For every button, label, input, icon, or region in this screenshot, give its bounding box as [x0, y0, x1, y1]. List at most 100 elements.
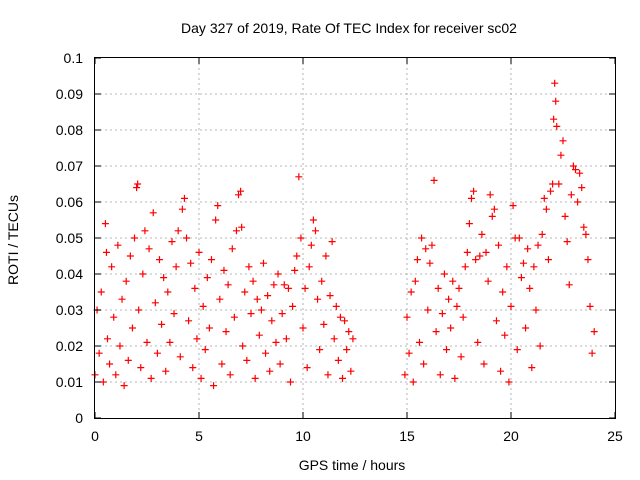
data-point	[293, 252, 301, 260]
y-tick-label: 0.06	[56, 194, 83, 210]
data-point	[166, 338, 174, 346]
data-point	[453, 302, 461, 310]
data-point	[155, 256, 163, 264]
data-point	[459, 313, 467, 321]
data-point	[245, 263, 253, 271]
data-point	[316, 346, 324, 354]
data-point	[170, 310, 178, 318]
data-point	[413, 256, 421, 264]
data-point	[168, 238, 176, 246]
data-point	[178, 205, 186, 213]
data-point	[472, 256, 480, 264]
data-point	[482, 248, 490, 256]
data-point	[176, 353, 184, 361]
data-point	[205, 324, 213, 332]
data-point	[576, 169, 584, 177]
data-point	[239, 342, 247, 350]
data-point	[559, 137, 567, 145]
data-point	[151, 299, 159, 307]
data-point	[199, 302, 207, 310]
data-point	[436, 371, 444, 379]
data-point	[210, 382, 218, 390]
data-point	[405, 349, 413, 357]
data-point	[287, 378, 295, 386]
data-point	[451, 374, 459, 382]
data-point	[247, 310, 255, 318]
data-point	[424, 306, 432, 314]
x-tick-label: 15	[399, 428, 415, 444]
data-point	[328, 238, 336, 246]
data-point	[555, 180, 563, 188]
data-point	[291, 266, 299, 274]
data-point	[550, 115, 558, 123]
data-point	[492, 317, 500, 325]
data-point	[189, 364, 197, 372]
x-tick-label: 25	[607, 428, 623, 444]
data-point	[476, 252, 484, 260]
data-point	[305, 263, 313, 271]
plot-frame	[94, 57, 616, 419]
data-point	[544, 256, 552, 264]
data-point	[497, 367, 505, 375]
data-point	[467, 194, 475, 202]
grid-lines	[95, 58, 615, 418]
data-point	[193, 335, 201, 343]
y-tick-label: 0.1	[64, 50, 84, 66]
data-point	[552, 97, 560, 105]
y-tick-label: 0.04	[56, 266, 83, 282]
data-point	[259, 259, 267, 267]
data-point	[422, 245, 430, 253]
x-tick-label: 10	[295, 428, 311, 444]
data-point	[284, 284, 292, 292]
y-tick-label: 0.08	[56, 122, 83, 138]
data-point	[249, 277, 257, 285]
data-point	[124, 356, 132, 364]
data-point	[443, 346, 451, 354]
data-point	[549, 180, 557, 188]
data-point	[432, 328, 440, 336]
data-point	[463, 248, 471, 256]
data-point	[228, 245, 236, 253]
data-point	[216, 295, 224, 303]
data-point	[532, 306, 540, 314]
axis-ticks	[94, 57, 616, 419]
data-point	[590, 328, 598, 336]
data-point	[203, 274, 211, 282]
data-point	[102, 248, 110, 256]
data-point	[274, 270, 282, 278]
data-point	[112, 371, 120, 379]
y-axis-label: ROTI / TECUs	[5, 195, 21, 285]
data-point	[187, 259, 195, 267]
data-point	[238, 223, 246, 231]
data-point	[131, 234, 139, 242]
data-point	[513, 346, 521, 354]
x-tick-label: 5	[195, 428, 203, 444]
data-point	[295, 173, 303, 181]
data-point	[110, 313, 118, 321]
data-point	[509, 202, 517, 210]
data-point	[201, 346, 209, 354]
data-point	[158, 320, 166, 328]
data-point	[185, 317, 193, 325]
data-point	[276, 360, 284, 368]
data-point	[407, 288, 415, 296]
data-point	[438, 310, 446, 318]
data-point	[486, 191, 494, 199]
data-point	[141, 227, 149, 235]
data-point	[449, 277, 457, 285]
data-point	[507, 302, 515, 310]
data-point	[561, 212, 569, 220]
data-point	[341, 317, 349, 325]
data-point	[530, 263, 538, 271]
data-point	[174, 227, 182, 235]
data-point	[153, 349, 161, 357]
data-point	[214, 202, 222, 210]
data-point	[334, 356, 342, 364]
data-point	[445, 295, 453, 303]
data-point	[474, 338, 482, 346]
data-point	[241, 288, 249, 296]
data-point	[134, 180, 142, 188]
data-point	[580, 223, 588, 231]
data-point	[324, 371, 332, 379]
data-point	[515, 234, 523, 242]
